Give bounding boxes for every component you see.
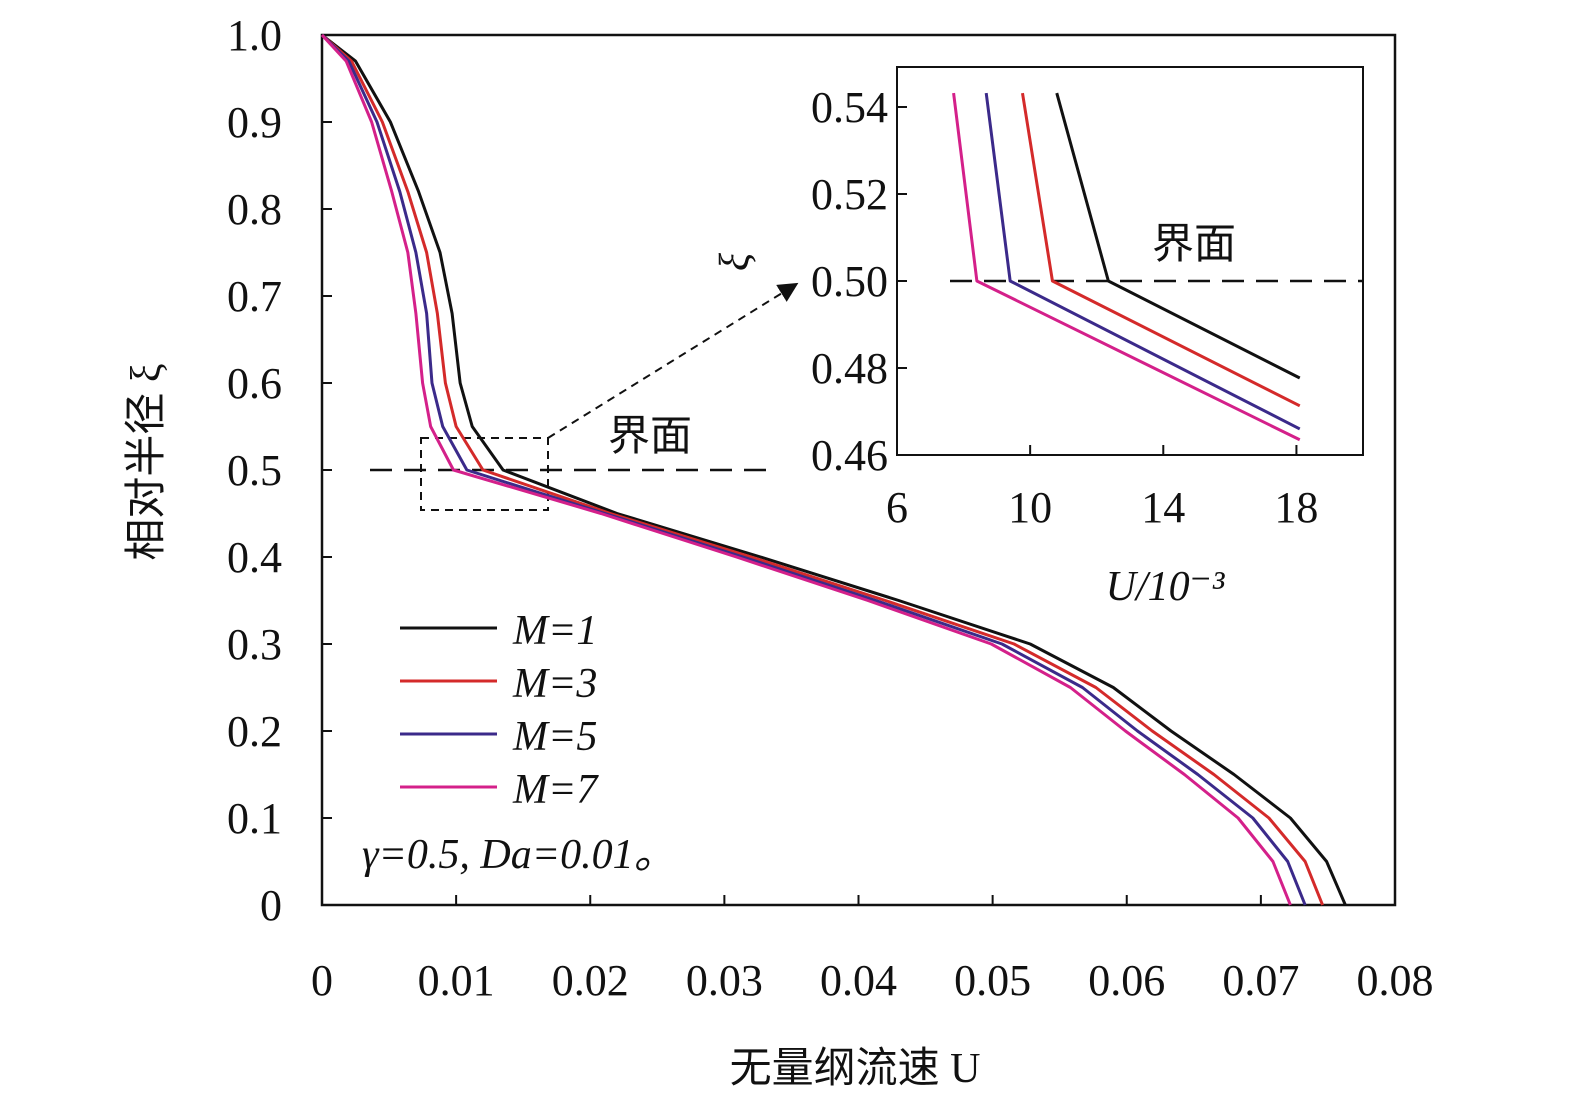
inset-series-line-M-3 <box>1021 92 1301 408</box>
y-tick-label: 0.7 <box>227 272 282 321</box>
inset-y-tick-label: 0.54 <box>811 83 888 132</box>
inset-y-tick-label: 0.50 <box>811 257 888 306</box>
x-tick-label: 0.04 <box>820 956 897 1005</box>
legend-label: M=5 <box>512 714 597 760</box>
y-tick-label: 0.1 <box>227 794 282 843</box>
y-tick-label: 0.3 <box>227 620 282 669</box>
x-tick-label: 0.03 <box>686 956 763 1005</box>
x-tick-label: 0.08 <box>1357 956 1434 1005</box>
main-plot: 0 0.01 0.02 0.03 0.04 0.05 0.06 0.07 0.08 0 0.1 0.2… <box>227 11 1434 1005</box>
annotation: γ=0.5, Da=0.01。 <box>362 832 676 878</box>
x-tick-label: 0.02 <box>552 956 629 1005</box>
series-line-M-7 <box>320 33 1292 906</box>
inset-plot: 6 10 14 18 0.46 0.48 0.50 0.52 0.54 <box>811 66 1364 532</box>
inset-series-line-M-7 <box>952 92 1301 442</box>
y-tick-label: 0.6 <box>227 359 282 408</box>
inset-x-tick-label: 10 <box>1008 483 1052 532</box>
inset-y-axis-label: ξ <box>712 253 758 271</box>
y-tick-label: 0.5 <box>227 446 282 495</box>
y-axis-label: 相对半径 ξ <box>124 363 170 560</box>
inset-y-tick-label: 0.52 <box>811 170 888 219</box>
x-tick-label: 0.06 <box>1088 956 1165 1005</box>
inset-x-tick-label: 14 <box>1141 483 1185 532</box>
inset-frame <box>896 66 1364 456</box>
inset-x-tick-label: 6 <box>886 483 908 532</box>
inset-series-line-M-5 <box>984 92 1301 431</box>
y-tick-label: 0.8 <box>227 185 282 234</box>
x-axis-label: 无量纲流速 U <box>730 1046 981 1092</box>
x-tick-label: 0.07 <box>1222 956 1299 1005</box>
inset-y-tick-label: 0.48 <box>811 344 888 393</box>
legend-label: M=1 <box>512 608 597 654</box>
y-tick-label: 0 <box>260 881 282 930</box>
zoom-arrow <box>547 282 799 439</box>
interface-label: 界面 <box>608 414 692 460</box>
series-line-M-3 <box>321 33 1324 906</box>
inset-series-line-M-1 <box>1055 92 1301 380</box>
labels: 无量纲流速 U 相对半径 ξ γ=0.5, Da=0.01。 界面 界面 U/1… <box>124 222 1236 1092</box>
x-tick-label: 0.01 <box>418 956 495 1005</box>
y-tick-label: 0.2 <box>227 707 282 756</box>
series-line-M-1 <box>321 33 1347 906</box>
inset-interface-label: 界面 <box>1152 222 1236 268</box>
zoom-region-box <box>420 437 549 511</box>
legend-label: M=3 <box>512 661 597 707</box>
y-tick-label: 0.9 <box>227 98 282 147</box>
inset-y-tick-label: 0.46 <box>811 431 888 480</box>
y-tick-label: 0.4 <box>227 533 282 582</box>
inset-x-axis-label: U/10⁻³ <box>1106 564 1226 610</box>
legend-label: M=7 <box>512 767 599 813</box>
x-tick-label: 0 <box>311 956 333 1005</box>
x-tick-label: 0.05 <box>954 956 1031 1005</box>
inset-x-tick-label: 18 <box>1274 483 1318 532</box>
y-tick-label: 1.0 <box>227 11 282 60</box>
